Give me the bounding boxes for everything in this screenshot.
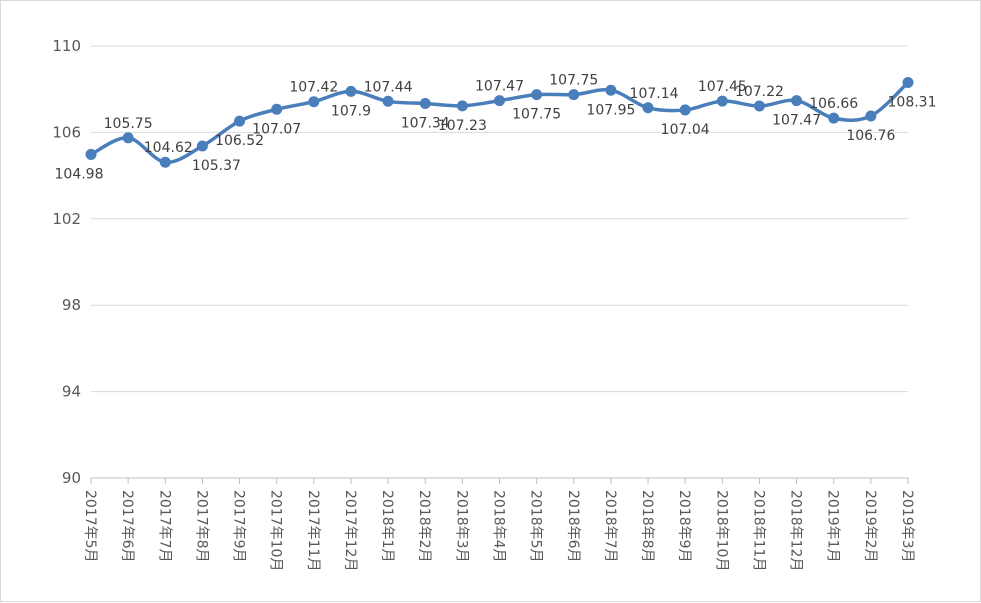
- data-point: [456, 100, 468, 112]
- data-label: 107.14: [630, 86, 679, 102]
- x-tick-label: 2017年11月: [305, 490, 321, 571]
- x-tick-label: 2018年6月: [565, 490, 581, 563]
- data-point: [791, 95, 803, 107]
- data-label: 107.45: [698, 79, 747, 95]
- data-label: 107.9: [331, 103, 371, 119]
- x-tick-label: 2017年8月: [193, 490, 209, 563]
- x-tick-label: 2018年10月: [713, 490, 729, 571]
- data-point: [605, 84, 617, 96]
- data-point: [642, 102, 654, 114]
- data-label: 107.42: [289, 80, 338, 96]
- data-label: 107.44: [364, 79, 413, 95]
- x-tick-label: 2017年12月: [342, 490, 358, 571]
- data-point: [716, 95, 728, 107]
- y-tick-label: 90: [62, 469, 81, 487]
- y-tick-label: 106: [52, 123, 81, 141]
- data-label: 107.22: [735, 84, 784, 100]
- x-tick-label: 2018年11月: [750, 490, 766, 571]
- data-point: [828, 112, 840, 124]
- y-tick-label: 110: [52, 37, 81, 55]
- x-tick-label: 2019年3月: [899, 490, 915, 563]
- data-label: 107.23: [438, 118, 487, 134]
- x-tick-label: 2018年4月: [491, 490, 507, 563]
- data-point: [122, 132, 134, 144]
- data-label: 104.98: [55, 166, 104, 182]
- data-point: [419, 97, 431, 109]
- x-tick-label: 2018年2月: [416, 490, 432, 563]
- x-tick-label: 2018年3月: [453, 490, 469, 563]
- data-label: 107.34: [401, 115, 450, 131]
- data-point: [85, 148, 97, 160]
- data-point: [159, 156, 171, 168]
- data-label: 107.04: [661, 122, 710, 138]
- y-tick-label: 98: [62, 296, 81, 314]
- data-label: 108.31: [888, 95, 937, 111]
- x-tick-label: 2017年5月: [82, 490, 98, 563]
- data-label: 105.37: [192, 158, 241, 174]
- data-label: 107.47: [772, 113, 821, 129]
- x-tick-label: 2018年7月: [602, 490, 618, 563]
- x-tick-label: 2018年8月: [639, 490, 655, 563]
- data-point: [196, 140, 208, 152]
- x-tick-label: 2017年10月: [268, 490, 284, 571]
- y-tick-label: 102: [52, 210, 81, 228]
- x-tick-label: 2017年7月: [156, 490, 172, 563]
- x-tick-label: 2019年1月: [825, 490, 841, 563]
- x-tick-label: 2018年12月: [788, 490, 804, 571]
- x-tick-label: 2018年1月: [379, 490, 395, 563]
- x-tick-label: 2017年9月: [231, 490, 247, 563]
- data-label: 104.62: [144, 140, 193, 156]
- data-label: 107.95: [586, 102, 635, 118]
- data-point: [494, 95, 505, 107]
- x-tick-label: 2018年9月: [676, 490, 692, 563]
- data-point: [902, 77, 914, 89]
- data-label: 107.75: [549, 73, 598, 89]
- data-point: [308, 96, 320, 108]
- data-point: [234, 115, 246, 127]
- data-point: [568, 89, 580, 101]
- x-tick-label: 2017年6月: [119, 490, 135, 563]
- y-tick-label: 94: [62, 383, 81, 401]
- data-label: 106.76: [846, 128, 895, 144]
- data-point: [753, 100, 765, 112]
- data-label: 107.47: [475, 79, 524, 95]
- data-label: 105.75: [104, 116, 153, 132]
- data-label: 107.07: [252, 121, 301, 137]
- data-point: [865, 110, 877, 122]
- data-label: 106.66: [809, 96, 858, 112]
- data-point: [679, 104, 691, 116]
- data-label: 107.75: [512, 107, 561, 123]
- data-point: [382, 95, 394, 107]
- x-tick-label: 2018年5月: [528, 490, 544, 563]
- x-tick-label: 2019年2月: [862, 490, 878, 563]
- data-point: [345, 85, 357, 97]
- data-label: 106.52: [215, 133, 264, 149]
- data-point: [531, 89, 543, 101]
- data-point: [271, 103, 283, 115]
